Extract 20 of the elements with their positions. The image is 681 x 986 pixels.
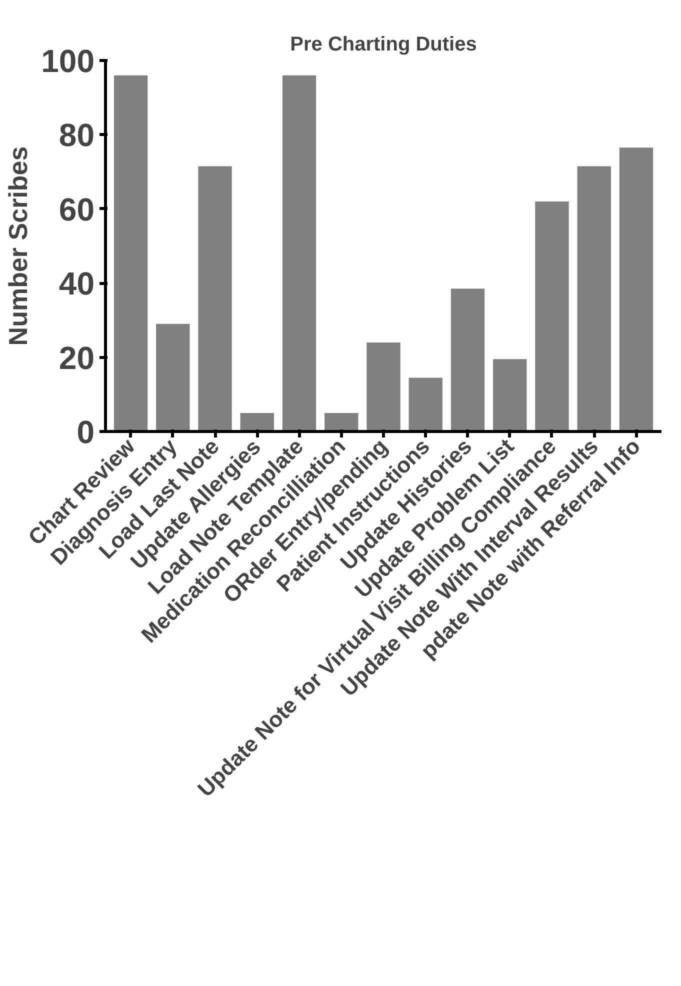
bar: [408, 378, 442, 432]
y-tick-label: 40: [58, 266, 94, 302]
y-axis-title: Number Scribes: [3, 146, 34, 346]
bar: [619, 148, 654, 432]
bar: [198, 166, 232, 432]
y-tick-label: 60: [58, 191, 94, 228]
bar: [535, 201, 569, 432]
y-tick-label: 80: [58, 117, 94, 154]
bar: [114, 75, 148, 432]
bar: [324, 412, 358, 432]
bar: [450, 288, 485, 432]
y-tick-label: 100: [41, 43, 94, 79]
y-tick-label: 20: [58, 340, 94, 376]
bar: [493, 359, 527, 432]
bar: [156, 324, 190, 432]
bar: [577, 166, 611, 432]
chart-title: Pre Charting Duties: [290, 34, 477, 56]
bar: [240, 412, 274, 432]
bar: [366, 342, 400, 432]
bar: [282, 75, 316, 432]
